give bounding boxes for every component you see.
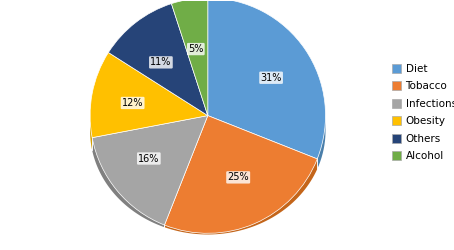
Wedge shape	[208, 0, 326, 159]
Text: 25%: 25%	[227, 172, 249, 182]
Text: 16%: 16%	[138, 154, 159, 164]
Text: 12%: 12%	[122, 98, 143, 108]
Wedge shape	[90, 52, 208, 138]
Polygon shape	[90, 116, 92, 150]
Wedge shape	[92, 116, 208, 225]
Polygon shape	[164, 154, 317, 234]
Wedge shape	[164, 116, 317, 233]
Polygon shape	[317, 118, 326, 169]
Legend: Diet, Tobacco, Infections, Obesity, Others, Alcohol: Diet, Tobacco, Infections, Obesity, Othe…	[388, 60, 454, 166]
Polygon shape	[92, 135, 164, 227]
Text: 31%: 31%	[261, 73, 282, 83]
Text: 5%: 5%	[188, 44, 203, 54]
Wedge shape	[172, 0, 208, 116]
Text: 11%: 11%	[150, 57, 172, 67]
Wedge shape	[109, 4, 208, 116]
